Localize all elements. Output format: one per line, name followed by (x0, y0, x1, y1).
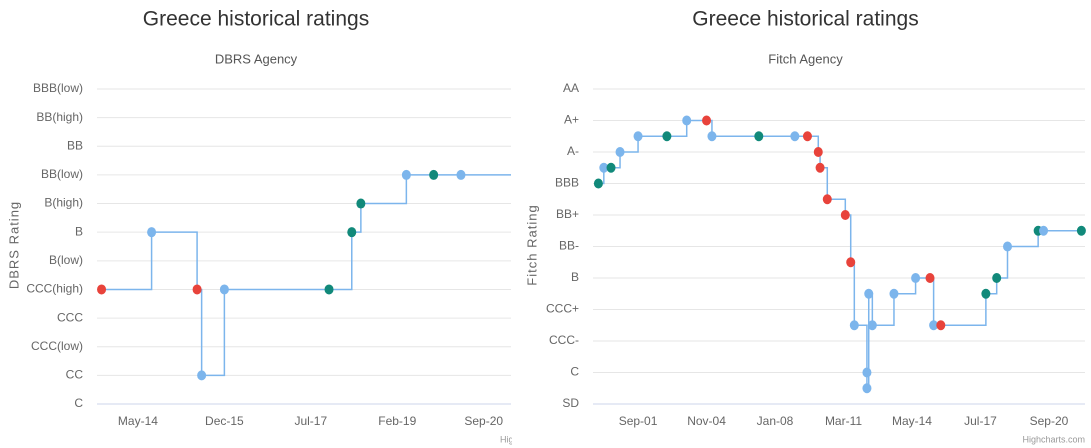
rating-point (324, 284, 334, 295)
rating-point (219, 284, 229, 295)
rating-point (429, 169, 439, 180)
y-tick-label: BB+ (556, 207, 579, 221)
rating-point (862, 367, 872, 378)
rating-point (754, 131, 764, 142)
y-tick-label: BB(high) (36, 110, 83, 124)
rating-point (790, 131, 800, 142)
x-tick-label: Dec-15 (205, 414, 244, 428)
x-tick-label: Jul-17 (964, 414, 997, 428)
y-tick-label: B (75, 224, 83, 238)
rating-point (815, 162, 825, 173)
rating-point (849, 320, 859, 331)
rating-point (846, 257, 856, 268)
x-tick-label: Nov-04 (687, 414, 726, 428)
y-tick-label: BB (67, 138, 83, 152)
y-tick-label: CCC- (549, 333, 579, 347)
rating-point (97, 284, 107, 295)
rating-point (192, 284, 202, 295)
y-tick-label: A+ (564, 113, 579, 127)
y-tick-label: B(low) (49, 253, 83, 267)
rating-point (606, 162, 616, 173)
x-tick-label: May-14 (118, 414, 158, 428)
y-axis-title: Fitch Rating (524, 204, 539, 285)
rating-point (981, 288, 991, 299)
y-tick-label: A- (567, 144, 579, 158)
rating-point (401, 169, 411, 180)
rating-point (1076, 225, 1086, 236)
rating-point (702, 115, 712, 126)
rating-point (862, 383, 872, 394)
chart-title: Greece historical ratings (143, 8, 369, 31)
rating-point (802, 131, 812, 142)
rating-point (615, 147, 625, 157)
rating-point (147, 227, 157, 238)
x-tick-label: Sep-20 (1030, 414, 1069, 428)
rating-point (707, 131, 717, 142)
y-tick-label: CCC(high) (26, 282, 83, 296)
rating-point (1003, 241, 1013, 252)
y-tick-label: AA (563, 81, 579, 95)
x-tick-label: Feb-19 (378, 414, 416, 428)
y-tick-label: SD (562, 396, 579, 410)
rating-point (992, 273, 1002, 283)
rating-point (925, 273, 935, 283)
y-axis-title: DBRS Rating (6, 201, 21, 289)
x-tick-label: Sep-20 (464, 414, 503, 428)
y-tick-label: BBB(low) (33, 81, 83, 95)
y-tick-label: BB- (559, 239, 579, 253)
rating-point (593, 178, 603, 189)
credits: Highcharts.com (1022, 434, 1085, 444)
x-tick-label: Jan-08 (757, 414, 794, 428)
rating-point (682, 115, 692, 126)
y-tick-label: BB(low) (41, 167, 83, 181)
step-line (598, 119, 1082, 389)
x-tick-label: Sep-01 (619, 414, 658, 428)
rating-point (662, 131, 672, 142)
rating-point (456, 169, 466, 180)
y-tick-label: CCC (57, 310, 83, 324)
rating-point (864, 288, 874, 299)
rating-point (867, 320, 877, 331)
rating-point (889, 288, 899, 299)
chart: Greece historical ratings DBRS Agency DBRS… (6, 8, 512, 445)
rating-point (840, 210, 850, 220)
step-line (101, 174, 461, 377)
rating-point (936, 320, 946, 331)
y-tick-label: CCC(low) (31, 339, 83, 353)
rating-point (813, 147, 823, 157)
rating-point (347, 227, 357, 238)
y-tick-label: BBB (555, 176, 579, 190)
y-tick-label: C (74, 396, 83, 410)
rating-point (911, 273, 921, 283)
rating-point (633, 131, 643, 142)
chart-subtitle: Fitch Agency (768, 51, 843, 66)
y-tick-label: B (571, 270, 579, 284)
rating-point (197, 370, 207, 381)
chart-subtitle: DBRS Agency (215, 51, 298, 66)
y-tick-label: CC (66, 368, 84, 382)
rating-point (356, 198, 366, 209)
rating-point (599, 162, 609, 173)
rating-point (1039, 225, 1049, 236)
y-tick-label: CCC+ (546, 302, 579, 316)
x-tick-label: Jul-17 (294, 414, 327, 428)
chart-title: Greece historical ratings (692, 8, 918, 31)
credits: Highcharts.com (500, 434, 512, 444)
rating-point (929, 320, 939, 331)
x-tick-label: Mar-11 (825, 414, 862, 428)
x-tick-label: May-14 (892, 414, 932, 428)
y-tick-label: B(high) (44, 196, 83, 210)
rating-point (822, 194, 832, 205)
y-tick-label: C (570, 365, 579, 379)
chart: Greece historical ratings Fitch Agency Fit… (524, 8, 1086, 444)
